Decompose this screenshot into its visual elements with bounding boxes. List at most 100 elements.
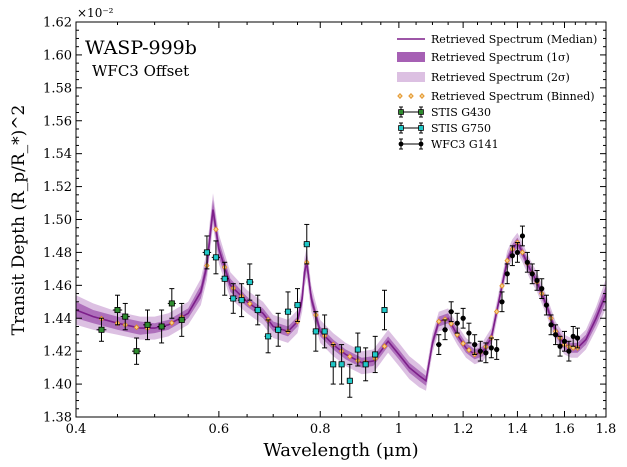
wfc3-g141-point xyxy=(472,334,478,355)
binned-point xyxy=(519,249,526,256)
wfc3-g141-point xyxy=(448,301,454,323)
y-tick-label: 1.40 xyxy=(43,378,72,393)
stis-g750-point xyxy=(229,283,238,314)
wfc3-g141-point xyxy=(483,342,489,364)
wfc3-g141-point xyxy=(499,291,505,313)
x-tick-label: 1.6 xyxy=(554,422,575,437)
legend-item: STIS G750 xyxy=(398,122,491,135)
wfc3-g141-point xyxy=(477,340,483,362)
x-tick-label: 1.2 xyxy=(453,422,474,437)
wfc3-g141-point xyxy=(435,334,442,355)
wfc3-g141-point xyxy=(548,314,554,336)
wfc3-g141-point xyxy=(460,307,466,329)
legend-label: Retrieved Spectrum (2σ) xyxy=(431,71,570,84)
wfc3-g141-point xyxy=(552,324,559,346)
y-tick-label: 1.56 xyxy=(43,114,72,129)
binned-point xyxy=(493,308,500,315)
binned-point xyxy=(247,300,253,307)
legend: Retrieved Spectrum (Median) Retrieved Spe… xyxy=(397,33,597,151)
y-tick-label: 1.48 xyxy=(43,246,72,261)
stis-g750-point xyxy=(254,294,262,326)
y-tick-label: 1.44 xyxy=(43,312,72,327)
legend-label: WFC3 G141 xyxy=(431,138,499,151)
y-tick-label: 1.62 xyxy=(43,16,72,31)
chart-title: WASP-999b xyxy=(85,37,197,59)
stis-g750-point xyxy=(362,347,369,382)
legend-item: STIS G430 xyxy=(398,106,491,119)
stis-g430-point xyxy=(132,337,141,365)
y-axis-label: Transit Depth (R_p/R_*)^2 xyxy=(9,105,29,336)
stis-g750-point xyxy=(381,289,388,331)
y-tick-label: 1.50 xyxy=(43,213,72,228)
wfc3-g141-point xyxy=(539,278,545,299)
wfc3-g141-point xyxy=(466,322,472,344)
wfc3-g141-point xyxy=(566,340,572,362)
legend-label: STIS G430 xyxy=(431,106,491,119)
stis-g750-point xyxy=(330,344,337,385)
legend-label: Retrieved Spectrum (Median) xyxy=(431,33,597,46)
stis-g750-point xyxy=(237,283,246,318)
wfc3-g141-point xyxy=(509,245,515,267)
stis-g430-point xyxy=(143,309,152,341)
y-tick-label: 1.58 xyxy=(43,81,72,96)
binned-point xyxy=(466,347,472,354)
legend-item: WFC3 G141 xyxy=(398,138,499,151)
wfc3-g141-point xyxy=(504,263,510,285)
binned-point xyxy=(436,318,442,325)
stis-g430-point xyxy=(157,309,166,344)
x-tick-label: 1.4 xyxy=(507,422,528,437)
wfc3-g141-point xyxy=(561,330,568,352)
stis-g750-point xyxy=(354,332,361,367)
legend-label: STIS G750 xyxy=(431,122,491,135)
x-tick-label: 0.6 xyxy=(209,422,230,437)
legend-item: Retrieved Spectrum (2σ) xyxy=(397,71,570,84)
binned-point xyxy=(213,226,219,233)
wfc3-g141-point xyxy=(519,225,526,247)
legend-item: Retrieved Spectrum (Binned) xyxy=(397,90,595,103)
legend-label: Retrieved Spectrum (Binned) xyxy=(431,90,595,103)
stis-g750-point xyxy=(220,261,229,296)
binned-point xyxy=(504,257,510,264)
wfc3-g141-point xyxy=(514,242,521,263)
wfc3-g141-point xyxy=(529,263,535,285)
stis-g750-point xyxy=(321,314,328,349)
wfc3-g141-point xyxy=(454,312,460,334)
wfc3-g141-point xyxy=(557,335,563,357)
stis-g750-point xyxy=(338,344,345,385)
y-tick-label: 1.60 xyxy=(43,48,72,63)
legend-item: Retrieved Spectrum (1σ) xyxy=(397,51,570,64)
axis-ticks-layer: 1.38 1.40 1.42 1.44 1.46 1.48 1.50 1.52 1.54 1.56… xyxy=(43,16,616,438)
wfc3-g141-point xyxy=(574,327,581,349)
wfc3-g141-point xyxy=(534,270,540,291)
wfc3-g141-point xyxy=(494,339,500,360)
stis-g750-point xyxy=(264,319,272,354)
stis-g750-point xyxy=(284,291,292,332)
x-tick-label: 0.8 xyxy=(310,422,331,437)
x-tick-label: 1.8 xyxy=(596,422,617,437)
y-tick-label: 1.54 xyxy=(43,147,72,162)
y-multiplier-label: ×10⁻² xyxy=(77,6,114,20)
chart-subtitle: WFC3 Offset xyxy=(92,62,189,80)
wfc3-g141-point xyxy=(442,319,448,341)
binned-point xyxy=(460,340,466,347)
x-tick-label: 0.4 xyxy=(66,422,87,437)
legend-label: Retrieved Spectrum (1σ) xyxy=(431,51,570,64)
wfc3-g141-point xyxy=(488,337,494,359)
stis-g750-point xyxy=(245,263,254,301)
stis-g750-point xyxy=(211,240,221,275)
wfc3-g141-point xyxy=(543,294,550,316)
stis-g430-point xyxy=(96,317,107,342)
wfc3-g141-point xyxy=(524,251,530,273)
y-tick-label: 1.52 xyxy=(43,180,72,195)
stis-g430-point xyxy=(112,294,123,326)
stis-g750-point xyxy=(294,288,301,323)
binned-point xyxy=(448,320,454,327)
stis-g750-point xyxy=(312,311,319,352)
binned-point xyxy=(169,319,175,326)
legend-item: Retrieved Spectrum (Median) xyxy=(397,33,597,46)
observed-points-layer xyxy=(96,223,581,398)
binned-point xyxy=(499,282,505,289)
stis-g750-point xyxy=(202,235,212,270)
stis-g430-point xyxy=(177,302,186,337)
x-tick-label: 1 xyxy=(395,422,403,437)
